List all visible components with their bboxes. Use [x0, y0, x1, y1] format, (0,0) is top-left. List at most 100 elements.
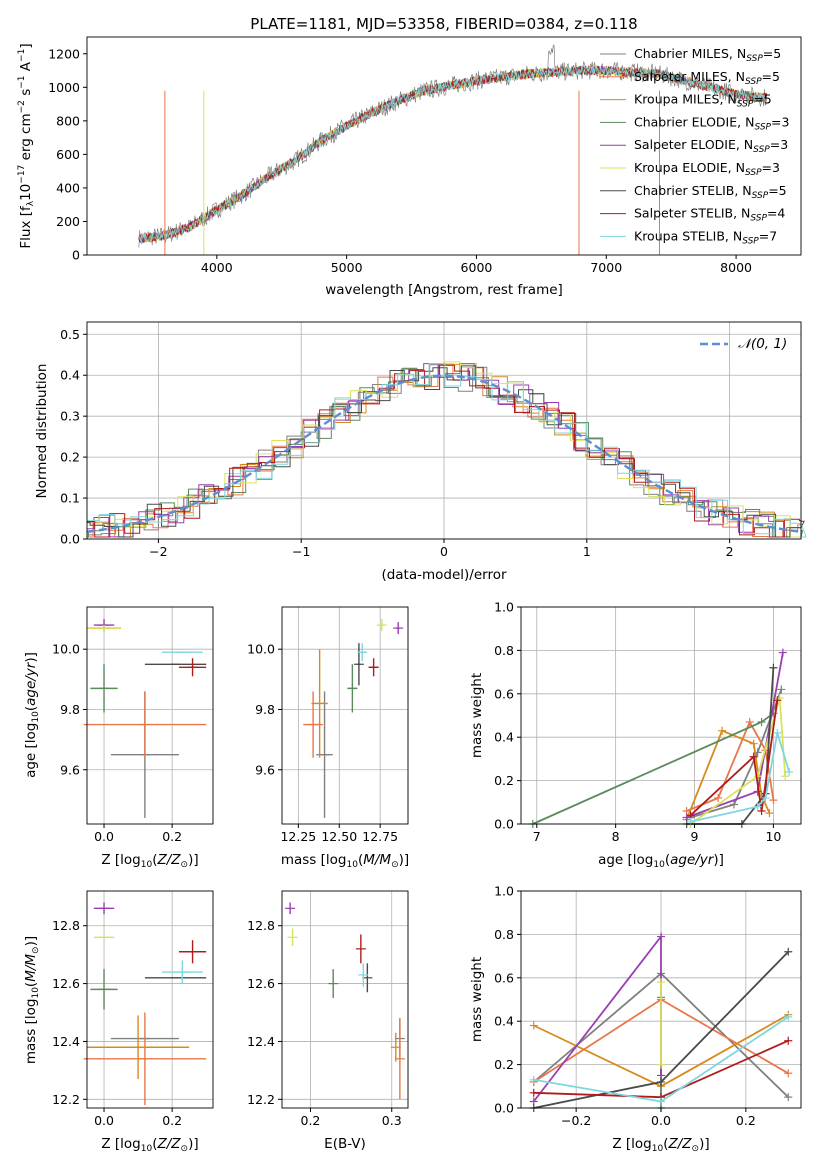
y-tick-label: 1000	[48, 80, 80, 95]
plot-area	[138, 44, 768, 255]
x-tick-label: −1	[292, 544, 310, 559]
y-tick-label: 12.4	[247, 1034, 275, 1049]
y-tick-label: 12.4	[52, 1034, 80, 1049]
y-tick-label: 12.6	[52, 976, 80, 991]
y-tick-label: 1200	[48, 46, 80, 61]
y-tick-label: 9.8	[60, 702, 80, 717]
legend-entry: Kroupa ELODIE, NSSP=3	[634, 160, 780, 178]
x-axis-label: Z [log10(Z/Z⊙)]	[612, 1136, 709, 1154]
y-tick-label: 0.6	[494, 686, 514, 701]
data-point	[657, 1060, 665, 1069]
x-axis-label: mass [log10(M/M⊙)]	[281, 852, 409, 870]
y-tick-label: 0.5	[60, 327, 80, 342]
x-tick-label: 0.3	[382, 1113, 402, 1128]
x-tick-label: 0.2	[162, 1113, 182, 1128]
data-point	[778, 648, 787, 657]
y-tick-label: 0.8	[494, 927, 514, 942]
y-tick-label: 0.4	[494, 1014, 514, 1029]
data-point	[765, 809, 774, 818]
y-axis-label: mass [log10(M/M⊙)]	[23, 936, 41, 1064]
data-point	[745, 718, 754, 727]
axes-frame	[281, 606, 409, 825]
y-tick-label: 400	[56, 180, 80, 195]
data-point	[773, 696, 782, 705]
x-tick-label: 8000	[720, 260, 752, 275]
x-tick-label: 0.0	[651, 1113, 671, 1128]
axes-frame	[281, 890, 409, 1109]
x-tick-label: 0.2	[736, 1113, 756, 1128]
data-point	[657, 932, 665, 941]
x-axis-label: (data-model)/error	[381, 567, 507, 583]
y-tick-label: 0.0	[60, 532, 80, 547]
data-point	[769, 663, 778, 672]
data-point	[757, 718, 766, 727]
y-tick-label: 0.2	[60, 450, 80, 465]
x-tick-label: 9	[691, 829, 699, 844]
data-point	[784, 1036, 793, 1045]
x-tick-label: 0	[440, 544, 448, 559]
y-tick-label: 600	[56, 147, 80, 162]
y-tick-label: 800	[56, 113, 80, 128]
legend-entry: Salpeter STELIB, NSSP=4	[634, 206, 785, 224]
legend-entry: Chabrier ELODIE, NSSP=3	[634, 114, 789, 132]
figure-title: PLATE=1181, MJD=53358, FIBERID=0384, z=0…	[250, 15, 637, 33]
legend-entry: 𝒩(0, 1)	[738, 336, 787, 352]
data-point	[784, 1069, 793, 1078]
data-point	[753, 802, 762, 811]
data-point	[781, 772, 790, 781]
data-point	[657, 978, 665, 987]
y-tick-label: 1.0	[494, 884, 514, 899]
legend-entry: Kroupa MILES, NSSP=5	[634, 92, 772, 110]
data-point	[714, 793, 723, 802]
x-tick-label: 0.0	[94, 1113, 114, 1128]
legend-entry: Salpeter ELODIE, NSSP=3	[634, 137, 788, 155]
y-tick-label: 0.4	[494, 730, 514, 745]
data-point	[777, 685, 786, 694]
plot-area	[83, 619, 207, 818]
data-point	[784, 947, 793, 956]
y-tick-label: 200	[56, 214, 80, 229]
panel-residuals: −2 −1 0 1 2 0.0 0.1 0.2 0.3 0.4 0.5 𝒩(0, 1) (data-mo…	[34, 321, 807, 583]
y-tick-label: 0.2	[494, 773, 514, 788]
x-tick-label: 7000	[590, 260, 622, 275]
y-tick-label: 12.8	[52, 918, 80, 933]
y-tick-label: 12.8	[247, 918, 275, 933]
y-axis-label: mass weight	[469, 957, 485, 1042]
plot-area	[303, 619, 404, 818]
data-point	[718, 726, 727, 735]
data-point	[686, 817, 695, 826]
x-tick-label: 0.2	[162, 829, 182, 844]
y-axis-label: mass weight	[469, 673, 485, 758]
plot-area	[529, 932, 793, 1112]
data-point	[529, 1075, 538, 1084]
y-tick-label: 0.3	[60, 409, 80, 424]
y-tick-label: 0.0	[494, 817, 514, 832]
data-point	[749, 739, 758, 748]
x-tick-label: 12.50	[321, 829, 357, 844]
x-tick-label: 4000	[201, 260, 233, 275]
y-tick-label: 0.0	[494, 1101, 514, 1116]
y-tick-label: 0.8	[494, 643, 514, 658]
y-tick-label: 12.2	[52, 1092, 80, 1107]
axes-frame	[86, 36, 802, 256]
x-axis-label: wavelength [Angstrom, rest frame]	[325, 282, 563, 298]
y-tick-label: 0.6	[494, 970, 514, 985]
x-tick-label: 0.0	[94, 829, 114, 844]
weight-line-chabrier-elodie	[532, 712, 774, 825]
data-point	[784, 1012, 793, 1021]
panel-age_vs_mass: 12.25 12.50 12.75 9.6 9.8 10.0 mass [log10(M/M…	[247, 606, 409, 870]
x-tick-label: 6000	[461, 260, 493, 275]
y-tick-label: 12.6	[247, 976, 275, 991]
histogram-salpeter-stelib	[87, 364, 801, 538]
histogram-kroupa-stelib	[87, 363, 807, 538]
x-tick-label: 1	[583, 544, 591, 559]
y-tick-label: 12.2	[247, 1092, 275, 1107]
plot-area	[528, 648, 794, 828]
panel-weight_vs_Z: −0.2 0.0 0.2 0.0 0.2 0.4 0.6 0.8 1.0 Z [log10(Z/Z…	[469, 884, 802, 1154]
x-axis-label: Z [log10(Z/Z⊙)]	[101, 852, 198, 870]
y-tick-label: 0.2	[494, 1057, 514, 1072]
y-axis-label: Flux [fλ10−17 erg cm−2 s−1 A−1]	[17, 43, 36, 248]
data-point	[749, 752, 758, 761]
y-tick-label: 9.6	[255, 762, 275, 777]
